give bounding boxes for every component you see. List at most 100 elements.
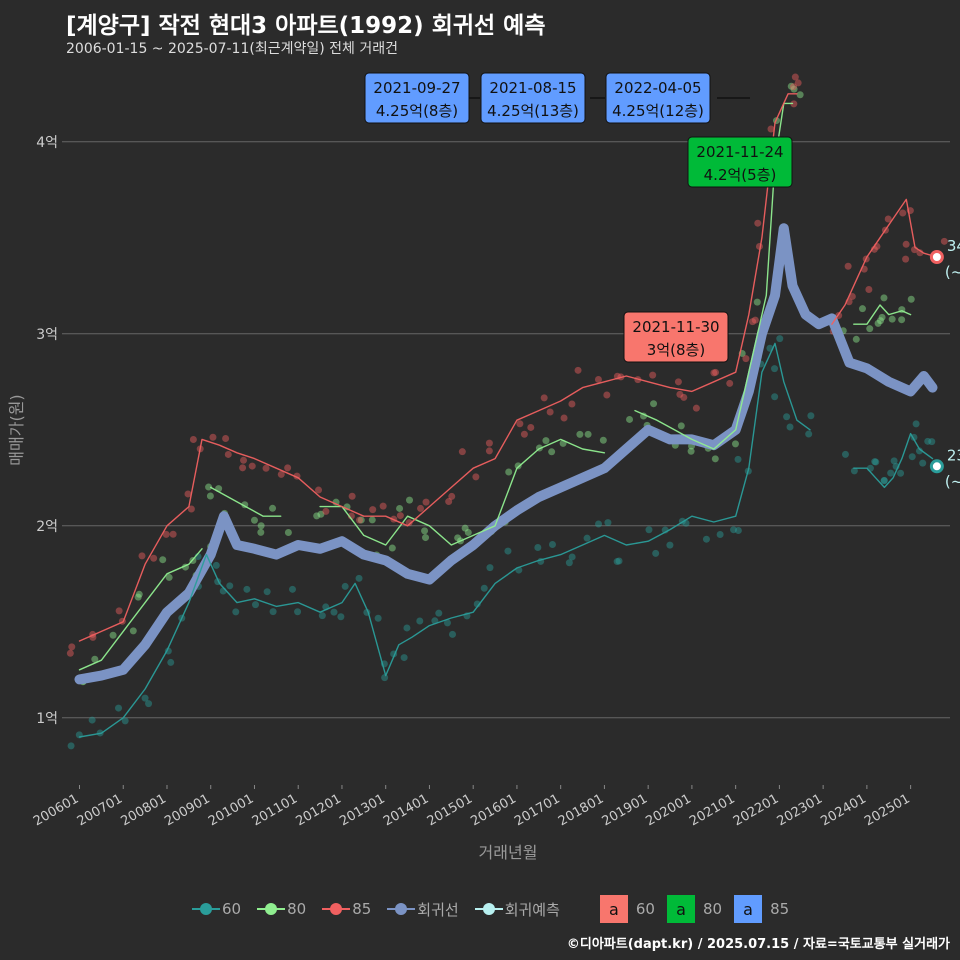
scatter-point	[88, 716, 96, 724]
scatter-point	[167, 658, 175, 666]
scatter-point	[121, 717, 129, 725]
scatter-point	[388, 544, 396, 552]
annotation-box	[480, 72, 586, 124]
x-tick-label: 201601	[468, 791, 518, 829]
end-point-marker	[929, 250, 944, 264]
scatter-point	[560, 414, 568, 422]
x-tick-label: 201701	[512, 791, 562, 829]
scatter-point	[473, 600, 481, 608]
scatter-point	[584, 430, 592, 438]
scatter-point	[406, 496, 414, 504]
legend-label-60: 60	[222, 900, 242, 918]
scatter-point	[676, 390, 684, 398]
scatter-point	[898, 316, 906, 324]
scatter-point	[294, 608, 302, 616]
legend-item-85: 85	[320, 899, 371, 919]
scatter-point	[400, 654, 408, 662]
scatter-point	[165, 573, 173, 581]
scatter-point	[852, 335, 860, 343]
scatter-point	[880, 476, 888, 484]
scatter-point	[403, 624, 411, 632]
scatter-point	[899, 209, 907, 217]
scatter-point	[454, 534, 462, 542]
scatter-point	[652, 549, 660, 557]
scatter-point	[574, 366, 582, 374]
source-caption: ©디아파트(dapt.kr) / 2025.07.15 / 자료=국토교통부 실…	[566, 937, 950, 952]
x-tick-label: 202201	[731, 791, 781, 829]
scatter-point	[206, 492, 214, 500]
scatter-point	[548, 540, 556, 548]
annotation-value: 4.25억(12층)	[612, 102, 704, 120]
scatter-point	[754, 219, 762, 227]
scatter-point	[262, 464, 270, 472]
scatter-point	[907, 295, 915, 303]
scatter-point	[919, 459, 927, 467]
scatter-point	[924, 437, 932, 445]
scatter-point	[369, 506, 377, 514]
end-label-area: (~85㎡)	[945, 263, 960, 281]
scatter-point	[649, 371, 657, 379]
x-tick-label: 200601	[31, 791, 81, 829]
scatter-point	[289, 585, 297, 593]
scatter-point	[884, 215, 892, 223]
scatter-point	[787, 82, 795, 90]
scatter-point	[348, 492, 356, 500]
legend-box-80-label: 80	[702, 900, 723, 918]
scatter-point	[880, 294, 888, 302]
annotation-value: 4.25억(13층)	[487, 102, 579, 120]
annotation-date: 2021-09-27	[373, 79, 460, 97]
annotation-date: 2021-08-15	[489, 79, 576, 97]
series-line-85b	[831, 198, 938, 325]
scatter-point	[888, 315, 896, 323]
scatter-point	[145, 700, 153, 708]
scatter-point	[712, 368, 720, 376]
scatter-point	[516, 420, 524, 428]
scatter-point	[887, 469, 895, 477]
scatter-point	[159, 556, 167, 564]
legend-symbol-60	[190, 899, 222, 919]
scatter-point	[783, 413, 791, 421]
scatter-point	[486, 564, 494, 572]
scatter-point	[169, 530, 177, 538]
x-tick-label: 200701	[75, 791, 125, 829]
annotation-date: 2022-04-05	[614, 79, 701, 97]
scatter-point	[318, 612, 326, 620]
scatter-point	[284, 464, 292, 472]
x-tick-label: 201201	[293, 791, 343, 829]
scatter-point	[330, 608, 338, 616]
scatter-point	[534, 543, 542, 551]
scatter-point	[702, 535, 710, 543]
scatter-point	[68, 643, 76, 651]
scatter-point	[912, 420, 920, 428]
scatter-point	[461, 524, 469, 532]
x-tick-label: 200801	[118, 791, 168, 829]
scatter-point	[504, 547, 512, 555]
scatter-point	[379, 502, 387, 510]
scatter-point	[734, 526, 742, 534]
scatter-point	[445, 498, 453, 506]
scatter-point	[189, 436, 197, 444]
scatter-point	[687, 447, 695, 455]
x-tick-label: 201301	[337, 791, 387, 829]
scatter-point	[771, 393, 779, 401]
scatter-point	[449, 630, 457, 638]
legend-label-prediction: 회귀예측	[504, 900, 560, 919]
annotation-value: 4.25억(8층)	[376, 102, 458, 120]
scatter-point	[514, 462, 522, 470]
scatter-point	[205, 483, 213, 491]
scatter-point	[790, 83, 798, 91]
scatter-point	[604, 519, 612, 527]
legend-item-prediction: 회귀예측	[473, 899, 560, 920]
scatter-point	[67, 742, 75, 750]
scatter-point	[277, 470, 285, 478]
scatter-point	[485, 447, 493, 455]
scatter-point	[940, 237, 948, 245]
x-tick-label: 201101	[250, 791, 300, 829]
scatter-point	[341, 582, 349, 590]
scatter-point	[791, 73, 799, 81]
scatter-point	[417, 504, 425, 512]
scatter-point	[135, 590, 143, 598]
annotation-box	[687, 136, 793, 188]
scatter-point	[209, 433, 217, 441]
scatter-point	[874, 319, 882, 327]
